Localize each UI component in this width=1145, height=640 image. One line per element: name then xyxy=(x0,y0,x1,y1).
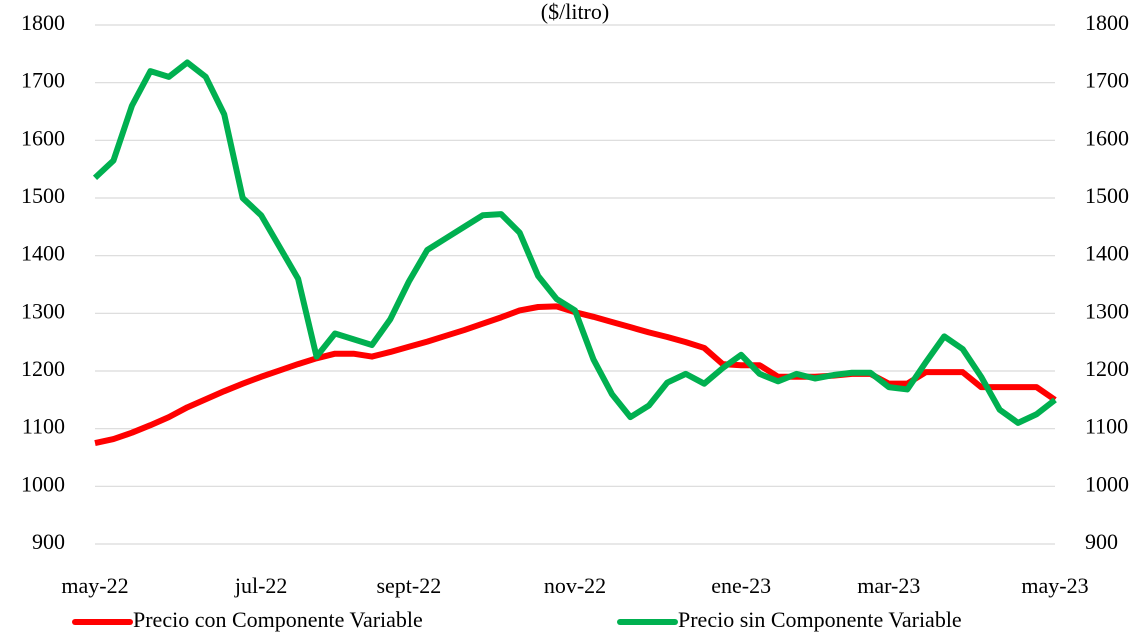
y-tick-label: 1400 xyxy=(21,241,65,266)
y-tick-label: 1800 xyxy=(21,10,65,35)
x-tick-label: mar-23 xyxy=(857,573,920,598)
x-tick-label: jul-22 xyxy=(234,573,288,598)
x-tick-label: nov-22 xyxy=(544,573,606,598)
x-tick-label: may-22 xyxy=(61,573,128,598)
legend-label: Precio con Componente Variable xyxy=(133,607,423,632)
y2-tick-label: 1400 xyxy=(1085,241,1129,266)
x-tick-label: ene-23 xyxy=(711,573,771,598)
y2-tick-label: 1300 xyxy=(1085,298,1129,323)
y2-tick-label: 1800 xyxy=(1085,10,1129,35)
chart-title: ($/litro) xyxy=(541,0,609,24)
y2-tick-label: 1000 xyxy=(1085,471,1129,496)
y-tick-label: 1200 xyxy=(21,356,65,381)
y2-tick-label: 1100 xyxy=(1085,414,1128,439)
y2-tick-label: 1700 xyxy=(1085,68,1129,93)
legend-label: Precio sin Componente Variable xyxy=(678,607,962,632)
y2-tick-label: 1200 xyxy=(1085,356,1129,381)
y-tick-label: 1500 xyxy=(21,183,65,208)
y2-tick-label: 900 xyxy=(1085,529,1118,554)
x-tick-label: sept-22 xyxy=(376,573,441,598)
y-tick-label: 900 xyxy=(32,529,65,554)
series-line xyxy=(92,59,1057,426)
series-line xyxy=(94,303,1057,447)
y-tick-label: 1000 xyxy=(21,471,65,496)
y-tick-label: 1100 xyxy=(22,414,65,439)
x-tick-label: may-23 xyxy=(1021,573,1088,598)
y-tick-label: 1700 xyxy=(21,68,65,93)
y2-tick-label: 1600 xyxy=(1085,125,1129,150)
y-tick-label: 1300 xyxy=(21,298,65,323)
y2-tick-label: 1500 xyxy=(1085,183,1129,208)
y-tick-label: 1600 xyxy=(21,125,65,150)
